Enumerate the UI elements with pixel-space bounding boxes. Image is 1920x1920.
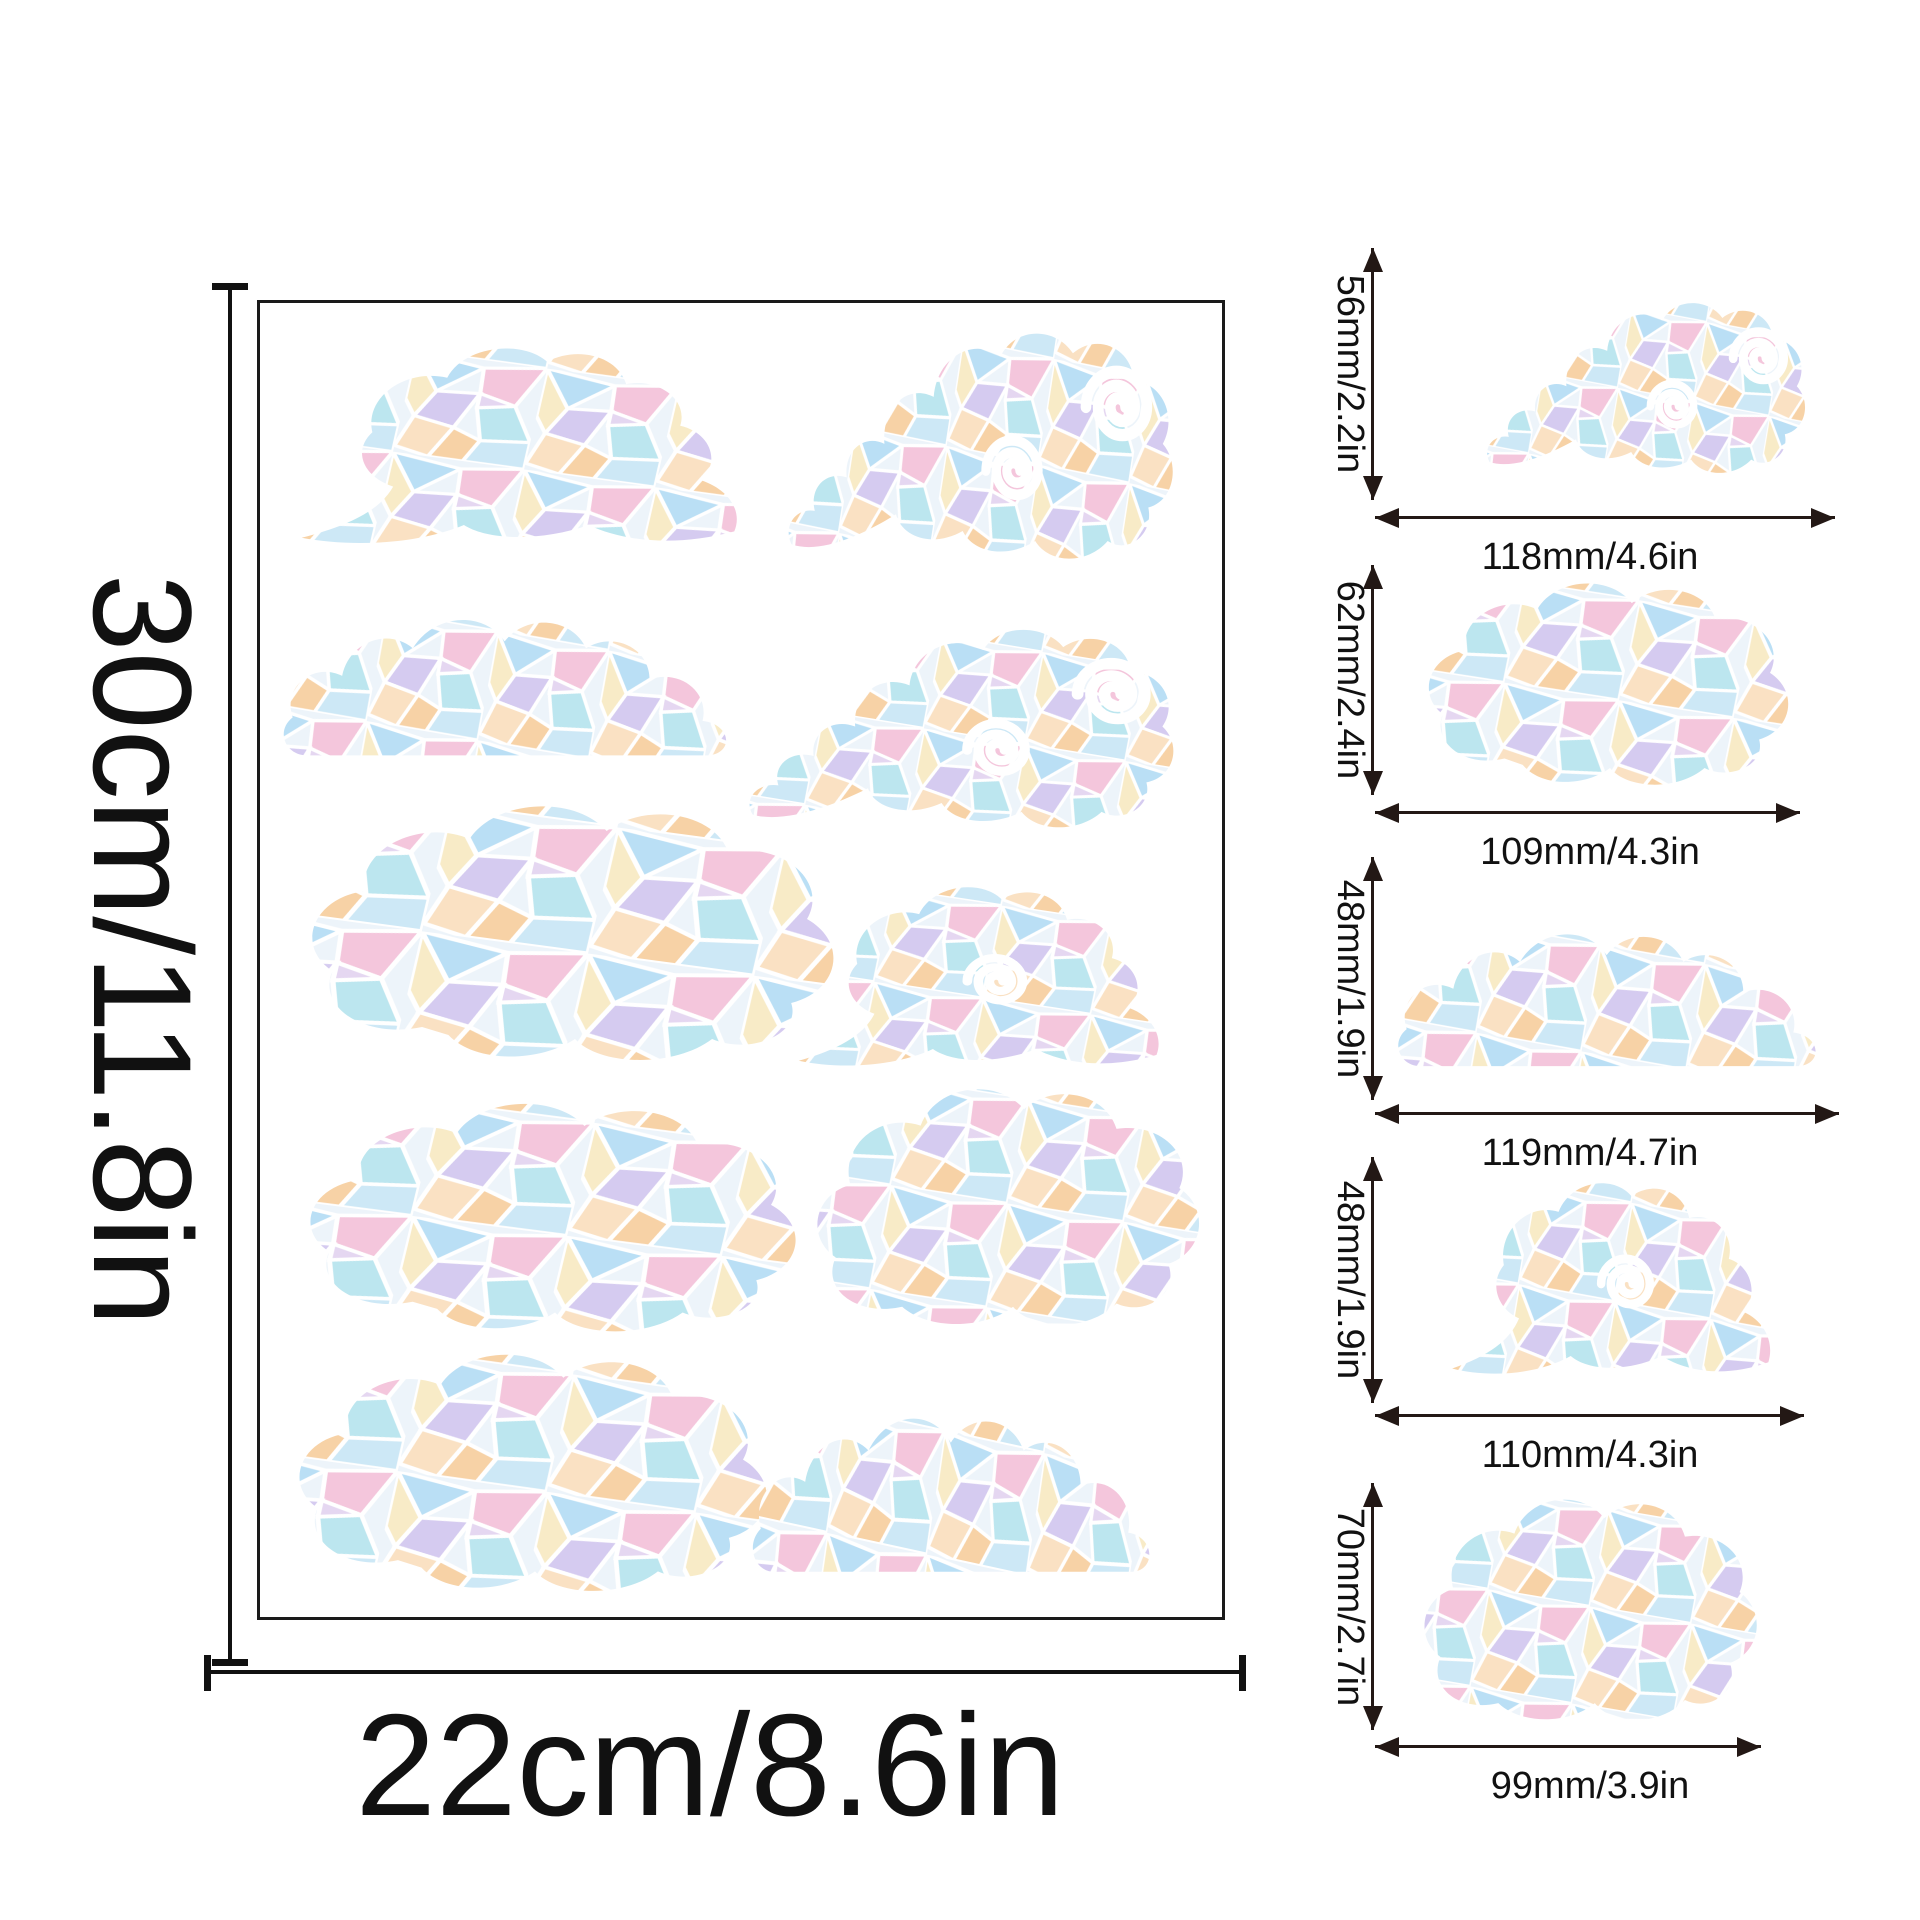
item3-height-arrow [1371, 857, 1374, 1100]
sheet-height-dimension-line [212, 283, 248, 1666]
item3-width-arrow [1375, 1112, 1839, 1115]
item5-cloud-round [1405, 1475, 1775, 1737]
item4-width-arrow [1375, 1414, 1804, 1417]
item2-width-arrow [1375, 811, 1800, 814]
item3-width-label: 119mm/4.7in [1481, 1132, 1699, 1174]
item4-height-arrow [1371, 1157, 1374, 1403]
sheet-width-label: 22cm/8.6in [355, 1684, 1065, 1846]
sticker-sheet [257, 300, 1225, 1620]
item5-width-arrow [1375, 1745, 1761, 1748]
item4-width-label: 110mm/4.3in [1481, 1434, 1699, 1476]
item1-width-arrow [1375, 516, 1835, 519]
item2-height-arrow [1371, 565, 1374, 795]
item1-width-label: 118mm/4.6in [1481, 536, 1699, 578]
item5-width-label: 99mm/3.9in [1490, 1765, 1690, 1807]
item2-width-label: 109mm/4.3in [1480, 831, 1700, 873]
item5-height-arrow [1371, 1483, 1374, 1730]
item5-height-label: 70mm/2.7in [1329, 1507, 1371, 1707]
sheet-width-dimension-line [204, 1655, 1246, 1691]
item1-height-arrow [1371, 248, 1374, 500]
